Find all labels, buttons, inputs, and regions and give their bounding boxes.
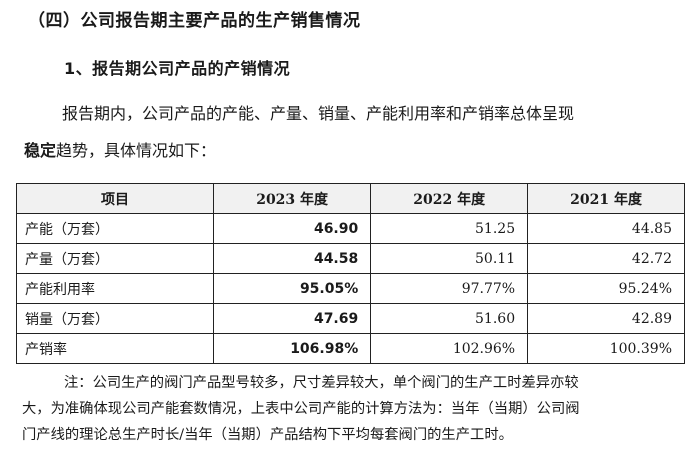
table-row: 产量（万套） 44.58 50.11 42.72: [16, 243, 685, 274]
intro-line-1: 报告期内，公司产品的产能、产量、销量、产能利用率和产销率总体呈现: [62, 104, 575, 123]
production-sales-table: 项目 2023 年度 2022 年度 2021 年度 产能（万套） 46.90 …: [16, 183, 685, 364]
cell-2023: 95.05%: [212, 273, 372, 304]
cell-2023: 46.90: [212, 213, 372, 244]
footnote-line-2: 大，为准确体现公司产能套数情况，上表中公司产能的计算方法为：当年（当期）公司阀: [22, 401, 580, 417]
cell-2022: 50.11: [370, 243, 529, 274]
intro-bold-text: 稳定: [24, 141, 57, 160]
cell-2021: 42.89: [527, 303, 685, 334]
section-heading: （四）公司报告期主要产品的生产销售情况: [28, 11, 361, 31]
row-label: 销量（万套）: [16, 303, 214, 334]
intro-line-2: 稳定趋势，具体情况如下：: [24, 133, 684, 169]
cell-2023: 44.58: [212, 243, 372, 274]
cell-2022: 102.96%: [370, 333, 529, 364]
table-header-row: 项目 2023 年度 2022 年度 2021 年度: [16, 183, 685, 214]
cell-2021: 42.72: [527, 243, 685, 274]
row-label: 产量（万套）: [16, 243, 214, 274]
header-2023: 2023 年度: [212, 183, 372, 214]
table-row: 销量（万套） 47.69 51.60 42.89: [16, 303, 685, 334]
header-2022: 2022 年度: [370, 183, 529, 214]
intro-rest-text: 趋势，具体情况如下：: [56, 141, 217, 160]
subsection-heading: 1、报告期公司产品的产销情况: [64, 59, 291, 78]
row-label: 产销率: [16, 333, 214, 364]
cell-2021: 100.39%: [527, 333, 685, 364]
cell-2021: 95.24%: [527, 273, 685, 304]
row-label: 产能利用率: [16, 273, 214, 304]
table-footnote: 注：公司生产的阀门产品型号较多，尺寸差异较大，单个阀门的生产工时差异亦较 大，为…: [22, 370, 687, 448]
cell-2023: 106.98%: [212, 333, 372, 364]
cell-2022: 51.60: [370, 303, 529, 334]
table-row: 产能利用率 95.05% 97.77% 95.24%: [16, 273, 685, 304]
table-row: 产能（万套） 46.90 51.25 44.85: [16, 213, 685, 244]
cell-2022: 51.25: [370, 213, 529, 244]
row-label: 产能（万套）: [16, 213, 214, 244]
cell-2023: 47.69: [212, 303, 372, 334]
cell-2021: 44.85: [527, 213, 685, 244]
footnote-line-1: 注：公司生产的阀门产品型号较多，尺寸差异较大，单个阀门的生产工时差异亦较: [64, 375, 579, 391]
cell-2022: 97.77%: [370, 273, 529, 304]
header-item: 项目: [16, 183, 214, 214]
footnote-line-3: 门产线的理论总生产时长/当年（当期）产品结构下平均每套阀门的生产工时。: [22, 427, 513, 443]
header-2021: 2021 年度: [527, 183, 685, 214]
table-row: 产销率 106.98% 102.96% 100.39%: [16, 333, 685, 364]
